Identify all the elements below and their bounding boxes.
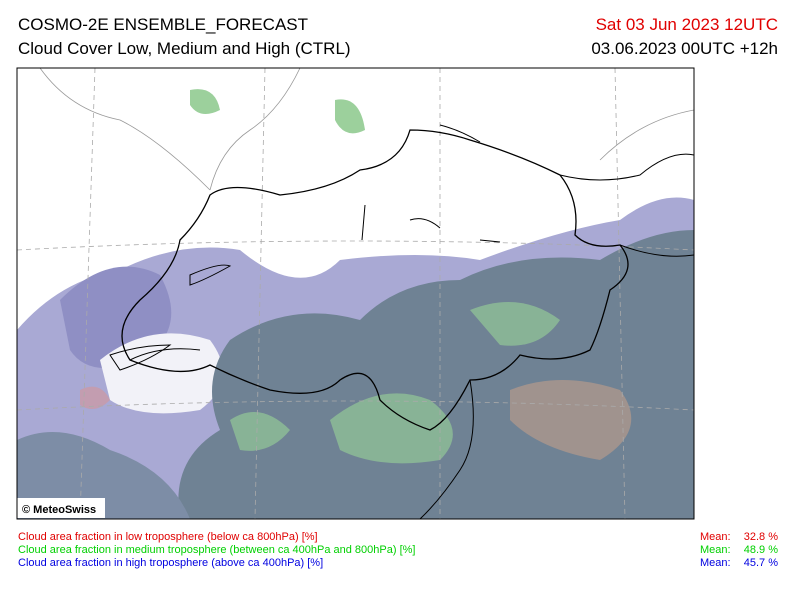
map: © MeteoSwiss (17, 68, 694, 519)
mean-label: Mean: (700, 544, 731, 556)
legend-label: Cloud area fraction in medium tropospher… (18, 544, 415, 556)
legend-label: Cloud area fraction in high troposphere … (18, 557, 323, 569)
mixed-cloud (17, 432, 190, 519)
run-time: 03.06.2023 00UTC +12h (591, 39, 778, 58)
low-cloud (80, 386, 110, 409)
clear-area (100, 333, 223, 414)
legend-label: Cloud area fraction in low troposphere (… (18, 531, 318, 543)
subtitle: Cloud Cover Low, Medium and High (CTRL) (18, 39, 351, 58)
lakes (109, 124, 501, 371)
credit-box (17, 498, 105, 518)
map-frame (16, 67, 695, 520)
medium-cloud (335, 99, 365, 134)
medium-cloud (330, 393, 453, 464)
borders-outer (39, 68, 694, 191)
valid-time: Sat 03 Jun 2023 12UTC (596, 15, 778, 34)
title: COSMO-2E ENSEMBLE_FORECAST (18, 15, 308, 34)
medium-cloud (470, 302, 560, 346)
credit: © MeteoSwiss (22, 504, 96, 516)
mean-label: Mean: (700, 557, 731, 569)
legend: Cloud area fraction in low troposphere (… (18, 531, 778, 569)
mean-value: 48.9 % (744, 544, 778, 556)
mean-value: 45.7 % (744, 557, 778, 569)
mean-value: 32.8 % (744, 531, 778, 543)
medium-cloud (190, 89, 220, 114)
country-border (121, 129, 629, 431)
medium-cloud (230, 412, 290, 451)
mean-label: Mean: (700, 531, 731, 543)
low-cloud (510, 380, 632, 460)
